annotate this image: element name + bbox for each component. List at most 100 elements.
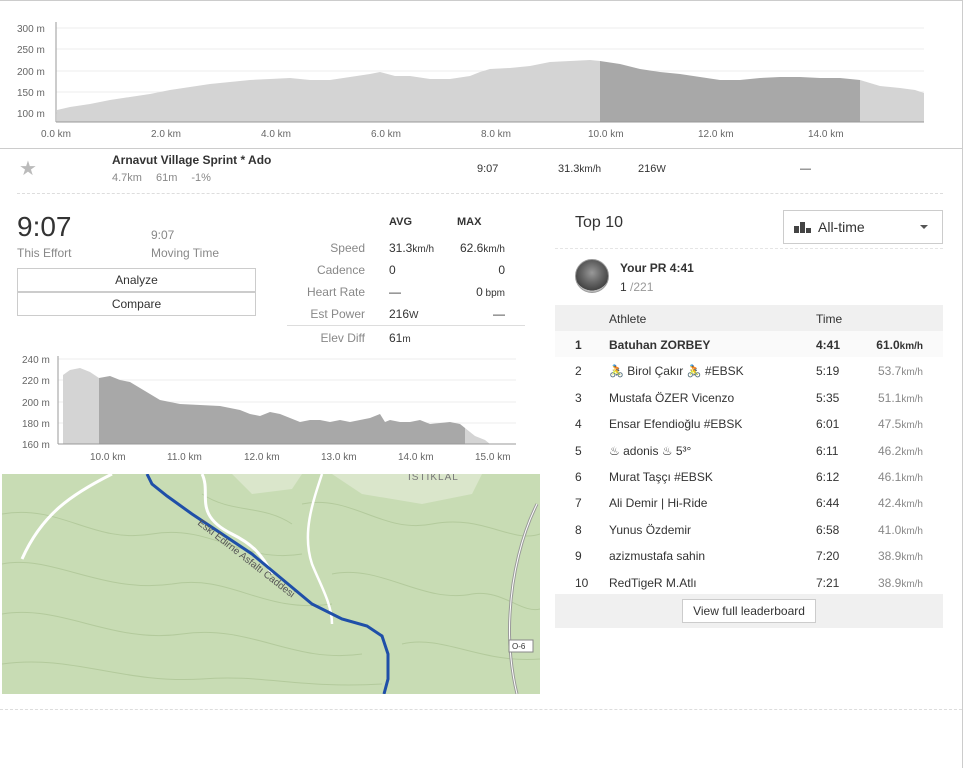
map-district-label: İSTİKLAL — [408, 474, 459, 483]
segment-elev-gain: 61m — [155, 172, 178, 184]
seg-x-tick: 13.0 km — [321, 452, 357, 463]
row-speed-value: 53.7 — [877, 364, 902, 379]
segment-name-link[interactable]: Arnavut Village Sprint * Ado — [112, 153, 272, 167]
table-row[interactable]: 7 Ali Demir | Hi-Ride 6:44 42.4km/h — [555, 489, 943, 515]
row-time-link[interactable]: 5:35 — [816, 390, 840, 405]
compare-button[interactable]: Compare — [17, 292, 256, 316]
row-speed-unit: km/h — [901, 578, 923, 590]
row-time-link[interactable]: 5:19 — [816, 364, 840, 379]
avg-header: AVG — [389, 216, 413, 228]
row-rank: 6 — [575, 469, 582, 484]
avatar[interactable] — [575, 259, 609, 293]
terrain-contours — [2, 493, 540, 686]
stat-avg-cadence: 0 — [389, 263, 396, 277]
seg-x-tick: 15.0 km — [475, 452, 511, 463]
segment-context-tail — [465, 428, 490, 444]
stat-avg-unit: W — [409, 310, 419, 321]
route-line — [145, 474, 390, 694]
row-speed: 42.4km/h — [873, 496, 923, 510]
row-athlete-link[interactable]: Yunus Özdemir — [609, 522, 692, 537]
segment-speed-unit: km/h — [579, 164, 602, 175]
segment-map[interactable]: Eski Edirne Asfaltı Caddesi İSTİKLAL O-6 — [2, 474, 540, 694]
row-time-link[interactable]: 6:12 — [816, 469, 840, 484]
stat-max-cadence: 0 — [498, 263, 505, 277]
segment-effort-area — [99, 376, 465, 444]
row-speed-value: 47.5 — [877, 417, 902, 432]
seg-y-tick: 160 m — [22, 440, 50, 451]
row-athlete-link[interactable]: Batuhan ZORBEY — [609, 338, 711, 352]
elevation-area — [57, 60, 600, 122]
row-rank: 5 — [575, 443, 582, 458]
table-row[interactable]: 4 Ensar Efendioğlu #EBSK 6:01 47.5km/h — [555, 410, 943, 436]
leaderboard-filter-dropdown[interactable]: All-time — [783, 210, 943, 244]
leaderboard-footer: View full leaderboard — [555, 594, 943, 628]
row-rank: 2 — [575, 364, 582, 379]
divider — [287, 325, 525, 326]
stat-max-value: 0 — [476, 285, 483, 299]
effort-time: 9:07 — [17, 211, 72, 242]
map-highway — [509, 503, 538, 694]
activity-elevation-chart[interactable]: 300 m 250 m 200 m 150 m 100 m 0.0 km 2.0… — [0, 14, 940, 144]
row-speed: 47.5km/h — [873, 417, 923, 431]
row-athlete-link[interactable]: Mustafa ÖZER Vicenzo — [609, 390, 735, 405]
view-full-leaderboard-button[interactable]: View full leaderboard — [682, 599, 816, 623]
seg-x-tick: 10.0 km — [90, 452, 126, 463]
row-speed-value: 61.0 — [876, 338, 900, 352]
elev-x-tick: 14.0 km — [808, 129, 844, 140]
row-speed-unit: km/h — [901, 420, 923, 432]
star-icon[interactable]: ★ — [19, 158, 37, 180]
table-row[interactable]: 2 🚴 Birol Çakır 🚴 #EBSK 5:19 53.7km/h — [555, 357, 943, 383]
row-rank: 10 — [575, 575, 589, 590]
row-time-link[interactable]: 7:20 — [816, 549, 840, 564]
leaderboard-bars-icon — [794, 222, 814, 233]
segment-power-unit: W — [656, 164, 666, 175]
table-row[interactable]: 1 Batuhan ZORBEY 4:41 61.0km/h — [555, 331, 943, 358]
row-athlete-link[interactable]: Ali Demir | Hi-Ride — [609, 496, 708, 511]
analyze-button[interactable]: Analyze — [17, 268, 256, 292]
table-row[interactable]: 10 RedTigeR M.Atlı 7:21 38.9km/h — [555, 569, 943, 595]
table-row[interactable]: 8 Yunus Özdemir 6:58 41.0km/h — [555, 516, 943, 542]
table-row[interactable]: 9 azizmustafa sahin 7:20 38.9km/h — [555, 542, 943, 568]
table-row[interactable]: 6 Murat Taşçı #EBSK 6:12 46.1km/h — [555, 463, 943, 489]
moving-time-label: Moving Time — [151, 246, 220, 260]
row-speed: 38.9km/h — [873, 549, 923, 563]
table-row[interactable]: 3 Mustafa ÖZER Vicenzo 5:35 51.1km/h — [555, 384, 943, 410]
stat-max-heart-rate: 0 bpm — [420, 285, 505, 299]
seg-x-tick: 14.0 km — [398, 452, 434, 463]
segment-elevation-chart[interactable]: 240 m 220 m 200 m 180 m 160 m 10.0 km 11… — [0, 350, 540, 468]
row-time-link[interactable]: 6:44 — [816, 496, 840, 511]
row-speed: 51.1km/h — [873, 391, 923, 405]
segment-extra: — — [800, 163, 811, 175]
seg-y-tick: 220 m — [22, 376, 50, 387]
leaderboard-title: Top 10 — [575, 214, 624, 231]
stat-avg-heart-rate: — — [389, 285, 401, 299]
stat-max-speed: 62.6km/h — [420, 241, 505, 255]
seg-x-tick: 11.0 km — [167, 452, 202, 463]
row-athlete-link[interactable]: azizmustafa sahin — [609, 549, 706, 564]
divider — [0, 148, 962, 149]
elev-y-tick: 100 m — [17, 109, 45, 120]
row-athlete-link[interactable]: ♨ adonis ♨ 5³° — [609, 443, 692, 458]
highway-shield — [508, 639, 534, 653]
chevron-down-icon — [920, 225, 928, 229]
seg-y-tick: 240 m — [22, 355, 50, 366]
table-row[interactable]: 5 ♨ adonis ♨ 5³° 6:11 46.2km/h — [555, 437, 943, 463]
row-time-link[interactable]: 6:11 — [816, 443, 839, 458]
stat-avg-elev-diff: 61m — [389, 331, 411, 345]
row-athlete-link[interactable]: RedTigeR M.Atlı — [609, 575, 697, 590]
row-athlete-link[interactable]: Murat Taşçı #EBSK — [609, 469, 713, 484]
elev-x-tick: 6.0 km — [371, 129, 401, 140]
row-athlete-link[interactable]: 🚴 Birol Çakır 🚴 #EBSK — [609, 364, 744, 379]
row-time-link[interactable]: 7:21 — [816, 575, 840, 590]
elev-x-tick: 12.0 km — [698, 129, 734, 140]
row-speed-unit: km/h — [899, 341, 923, 352]
elev-y-tick: 200 m — [17, 67, 45, 78]
row-time-link[interactable]: 6:01 — [816, 417, 840, 432]
row-rank: 3 — [575, 390, 582, 405]
row-time-link[interactable]: 4:41 — [816, 338, 841, 352]
stat-max-value: 62.6 — [459, 241, 484, 255]
row-speed: 38.9km/h — [873, 576, 923, 590]
row-athlete-link[interactable]: Ensar Efendioğlu #EBSK — [609, 417, 743, 432]
map-white-road — [306, 474, 334, 625]
row-time-link[interactable]: 6:58 — [816, 522, 840, 537]
